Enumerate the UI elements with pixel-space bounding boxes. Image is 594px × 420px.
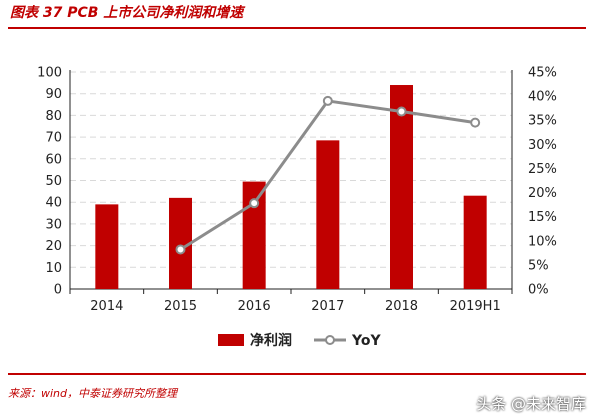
y-left-tick-label: 90 bbox=[45, 87, 62, 102]
y-right-tick-label: 20% bbox=[528, 186, 557, 201]
x-tick-label: 2018 bbox=[385, 299, 418, 314]
bar-2014 bbox=[95, 204, 119, 289]
y-right-tick-label: 0% bbox=[528, 283, 549, 298]
chart: 0 10 20 30 40 50 60 70 80 90 100 0% 5% 10% 15% 20% 25% 30… bbox=[37, 66, 557, 350]
legend-label-bar: 净利润 bbox=[250, 332, 292, 349]
x-tick-label: 2015 bbox=[164, 299, 197, 314]
y-left-tick-label: 60 bbox=[45, 152, 62, 167]
x-tick-label: 2014 bbox=[90, 299, 123, 314]
y-right-tick-label: 30% bbox=[528, 138, 557, 153]
legend-swatch-marker bbox=[325, 335, 335, 345]
bar-2019H1 bbox=[463, 195, 487, 289]
x-tick-label: 2019H1 bbox=[450, 299, 501, 314]
y-right-tick-label: 45% bbox=[528, 66, 557, 81]
watermark: 头条 @未来智库 bbox=[476, 395, 586, 413]
y-left-tick-label: 0 bbox=[54, 283, 62, 298]
source-note: 来源：wind，中泰证券研究所整理 bbox=[8, 387, 178, 400]
y-left-tick-label: 10 bbox=[45, 261, 62, 276]
y-right-tick-label: 15% bbox=[528, 210, 557, 225]
y-left-tick-label: 70 bbox=[45, 131, 62, 146]
yoy-point bbox=[396, 106, 407, 117]
y-left-tick-label: 20 bbox=[45, 239, 62, 254]
yoy-point bbox=[470, 117, 481, 128]
yoy-point bbox=[322, 95, 333, 106]
y-left-tick-label: 30 bbox=[45, 217, 62, 232]
source-rule bbox=[8, 373, 586, 375]
y-right-tick-label: 35% bbox=[528, 114, 557, 129]
y-left-tick-label: 100 bbox=[37, 66, 62, 81]
y-left-tick-label: 40 bbox=[45, 196, 62, 211]
bar-2016 bbox=[242, 181, 266, 289]
y-right-tick-label: 5% bbox=[528, 258, 549, 273]
legend-swatch-bar bbox=[218, 334, 244, 346]
y-right-tick-label: 25% bbox=[528, 162, 557, 177]
y-right-tick-label: 10% bbox=[528, 234, 557, 249]
legend-label-line: YoY bbox=[351, 333, 381, 349]
y-right-tick-label: 40% bbox=[528, 90, 557, 105]
yoy-point bbox=[249, 198, 260, 209]
gridlines bbox=[70, 71, 512, 268]
yoy-point bbox=[175, 244, 186, 255]
bar-2018 bbox=[390, 85, 413, 290]
figure-title: 图表 37 PCB 上市公司净利润和增速 bbox=[10, 5, 244, 21]
title-rule bbox=[8, 27, 586, 29]
x-tick-label: 2016 bbox=[238, 299, 271, 314]
bar-2015 bbox=[169, 197, 192, 289]
y-left-tick-label: 80 bbox=[45, 109, 62, 124]
x-tick-label: 2017 bbox=[311, 299, 344, 314]
bar-2017 bbox=[316, 140, 340, 289]
y-left-tick-label: 50 bbox=[45, 174, 62, 189]
